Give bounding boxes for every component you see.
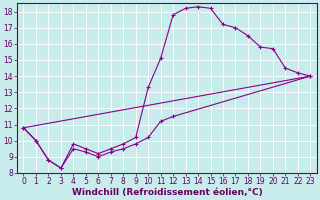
X-axis label: Windchill (Refroidissement éolien,°C): Windchill (Refroidissement éolien,°C)	[72, 188, 262, 197]
